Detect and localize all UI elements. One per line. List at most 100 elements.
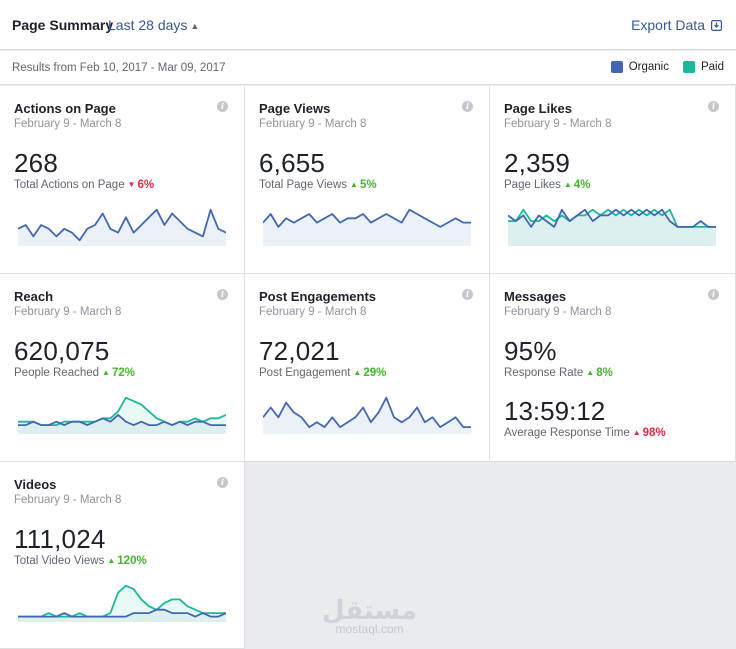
metric-label: Total Video Views <box>14 555 105 567</box>
card-date-range: February 9 - March 8 <box>504 118 612 130</box>
date-range-label: Last 28 days <box>108 17 188 33</box>
metric-subline: Total Page Views ▲ 5% <box>259 179 377 191</box>
organic-series-area <box>508 209 716 246</box>
metric-value: 620,075 <box>14 336 110 366</box>
sort-caret-icon: ▲︎ <box>190 21 200 31</box>
results-bar: Results from Feb 10, 2017 - Mar 09, 2017… <box>0 51 736 85</box>
up-arrow-icon: ▲ <box>353 368 362 377</box>
change-badge: ▲ 72% <box>102 367 135 379</box>
info-icon[interactable]: i <box>708 289 719 300</box>
card-date-range: February 9 - March 8 <box>259 118 367 130</box>
metric-value: 268 <box>14 148 58 178</box>
organic-series-line <box>508 208 716 228</box>
chart-legend: Organic Paid <box>597 61 724 73</box>
metric-subline: Total Video Views ▲ 120% <box>14 555 147 567</box>
up-arrow-icon: ▲ <box>632 428 641 437</box>
metric-label: Page Likes <box>504 179 561 191</box>
organic-series-area <box>18 414 226 434</box>
page-title: Page Summary <box>12 17 114 33</box>
change-badge: ▲ 29% <box>353 367 386 379</box>
change-value: 29% <box>363 367 387 379</box>
change-value: 4% <box>573 179 591 191</box>
organic-series-area <box>263 209 471 246</box>
metric-value: 95% <box>504 336 557 366</box>
up-arrow-icon: ▲ <box>350 180 358 189</box>
organic-series-area <box>18 609 226 622</box>
metric-label: Total Page Views <box>259 179 348 191</box>
change-badge: ▼ 6% <box>128 179 155 191</box>
info-icon[interactable]: i <box>217 289 228 300</box>
up-arrow-icon: ▲ <box>586 368 595 377</box>
change-value: 120% <box>117 555 147 567</box>
change-value: 8% <box>596 367 613 379</box>
metric-value: 111,024 <box>14 524 106 554</box>
metric-label: Total Actions on Page <box>14 179 125 191</box>
change-badge-secondary: ▲ 98% <box>633 427 666 439</box>
card-title: Messages <box>504 289 567 304</box>
metric-value: 2,359 <box>504 148 571 178</box>
export-data-label: Export Data <box>631 17 705 33</box>
page-summary-header: Page Summary Last 28 days ▲︎ Export Data <box>0 0 736 50</box>
info-icon[interactable]: i <box>462 289 473 300</box>
organic-series-area <box>18 209 226 246</box>
card-actions-on-page: Actions on Page February 9 - March 8 i 268 T… <box>0 86 245 274</box>
card-title: Post Engagements <box>259 289 377 304</box>
info-icon[interactable]: i <box>708 101 719 112</box>
card-messages: Messages February 9 - March 8 i 95% Response… <box>490 274 736 462</box>
metric-label: Post Engagement <box>259 367 351 379</box>
results-range-text: Results from Feb 10, 2017 - Mar 09, 2017 <box>12 62 226 74</box>
card-date-range: February 9 - March 8 <box>14 494 122 506</box>
paid-series-line <box>18 396 226 427</box>
card-date-range: February 9 - March 8 <box>14 118 122 130</box>
card-videos: Videos February 9 - March 8 i 111,024 Total … <box>0 462 245 649</box>
watermark-latin: mostaql.com <box>335 622 404 636</box>
paid-series-area <box>508 209 716 246</box>
metric-subline: People Reached ▲ 72% <box>14 367 135 379</box>
sparkline-chart <box>263 396 471 434</box>
change-value-secondary: 98% <box>642 427 666 439</box>
metric-label-secondary: Average Response Time <box>504 427 630 439</box>
card-title: Videos <box>14 477 57 492</box>
metric-label: People Reached <box>14 367 100 379</box>
change-value: 72% <box>111 367 135 379</box>
sparkline-chart <box>18 396 226 434</box>
legend-label-organic: Organic <box>628 61 669 73</box>
organic-series-line <box>18 208 226 242</box>
sparkline-chart <box>263 208 471 246</box>
card-title: Page Likes <box>504 101 572 116</box>
sparkline-chart <box>18 584 226 622</box>
change-value: 6% <box>137 179 155 191</box>
sparkline-chart <box>508 208 716 246</box>
card-title: Page Views <box>259 101 331 116</box>
card-reach: Reach February 9 - March 8 i 620,075 People … <box>0 274 245 462</box>
card-title: Reach <box>14 289 54 304</box>
metric-label: Response Rate <box>504 367 584 379</box>
results-range: Feb 10, 2017 - Mar 09, 2017 <box>79 62 226 74</box>
card-date-range: February 9 - March 8 <box>259 306 367 318</box>
legend-label-paid: Paid <box>700 61 724 73</box>
card-date-range: February 9 - March 8 <box>14 306 122 318</box>
legend-item-organic: Organic <box>610 61 669 73</box>
card-page-likes: Page Likes February 9 - March 8 i 2,359 Page… <box>490 86 736 274</box>
info-icon[interactable]: i <box>217 477 228 488</box>
up-arrow-icon: ▲ <box>102 368 110 377</box>
watermark: مستقل mostaql.com <box>322 596 417 636</box>
card-title: Actions on Page <box>14 101 116 116</box>
metric-subline: Post Engagement ▲ 29% <box>259 367 386 379</box>
metric-value-secondary: 13:59:12 <box>504 396 606 426</box>
change-badge: ▲ 4% <box>564 179 591 191</box>
organic-series-line <box>263 396 471 428</box>
change-badge: ▲ 120% <box>107 555 146 567</box>
down-arrow-icon: ▼ <box>127 180 136 189</box>
change-badge: ▲ 8% <box>586 367 613 379</box>
metric-value: 72,021 <box>259 336 340 366</box>
info-icon[interactable]: i <box>462 101 473 112</box>
export-data-button[interactable]: Export Data <box>631 17 722 33</box>
metric-subline: Total Actions on Page ▼ 6% <box>14 179 154 191</box>
results-prefix: Results from <box>12 62 80 74</box>
card-page-views: Page Views February 9 - March 8 i 6,655 Tota… <box>245 86 490 274</box>
date-range-dropdown[interactable]: Last 28 days ▲︎ <box>108 17 199 33</box>
organic-series-line <box>263 208 471 228</box>
legend-item-paid: Paid <box>682 61 724 73</box>
info-icon[interactable]: i <box>217 101 228 112</box>
